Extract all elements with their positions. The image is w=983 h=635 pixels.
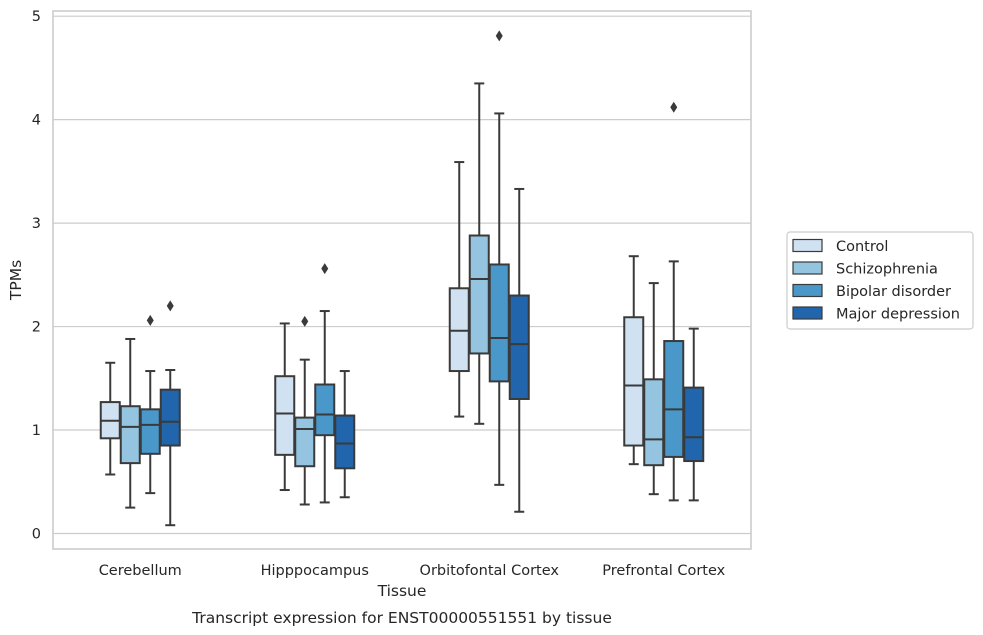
box-body <box>119 405 141 465</box>
box-2-0 <box>448 161 470 418</box>
box-0-1 <box>119 337 141 509</box>
outlier-point <box>301 315 309 327</box>
x-axis-label: Tissue <box>377 582 427 600</box>
x-tick-label-2: Orbitofontal Cortex <box>420 563 560 579</box>
legend-label-1: Schizophrenia <box>836 262 938 278</box>
box-body <box>508 294 530 400</box>
legend-swatch-3 <box>792 306 823 320</box>
box-body <box>623 316 645 447</box>
outlier-point <box>166 300 174 312</box>
box-body <box>334 414 356 470</box>
box-1-3 <box>334 370 356 499</box>
box-body <box>314 383 336 437</box>
legend-label-3: Major depression <box>836 307 960 323</box>
x-tick-label-0: Cerebellum <box>99 563 182 579</box>
y-tick-label-3: 3 <box>32 216 41 232</box>
legend-label-0: Control <box>836 239 888 255</box>
box-body <box>139 408 161 455</box>
y-tick-label-5: 5 <box>32 9 41 25</box>
legend-swatch-1 <box>792 261 823 275</box>
box-0-0 <box>99 361 121 476</box>
plot-frame <box>52 10 752 550</box>
y-tick-label-2: 2 <box>32 320 41 336</box>
box-1-1 <box>294 315 316 506</box>
box-3-2 <box>663 101 685 502</box>
box-2-1 <box>468 82 490 425</box>
outlier-point <box>321 263 329 275</box>
box-body <box>274 375 296 456</box>
box-1-0 <box>274 322 296 492</box>
y-tick-label-0: 0 <box>32 526 41 542</box>
legend-label-2: Bipolar disorder <box>836 284 951 300</box>
boxes-layer <box>99 30 705 527</box>
y-axis-label: TPMs <box>7 260 25 301</box>
y-tick-labels: 0 1 2 3 4 5 <box>32 9 41 542</box>
box-body <box>294 416 316 468</box>
box-2-3 <box>508 187 530 513</box>
box-2-2 <box>488 30 510 486</box>
outlier-point <box>146 314 154 326</box>
x-tick-labels: Cerebellum Hipppocampus Orbitofontal Corte… <box>99 563 726 579</box>
y-tick-label-4: 4 <box>32 113 41 129</box>
box-body <box>643 378 665 467</box>
x-tick-label-3: Prefrontal Cortex <box>602 563 725 579</box>
outlier-point <box>495 30 503 42</box>
legend-swatch-2 <box>792 283 823 298</box>
box-3-1 <box>643 282 665 496</box>
box-body <box>663 340 685 458</box>
chart-caption: Transcript expression for ENST0000055155… <box>191 609 612 627</box>
box-0-3 <box>159 300 181 527</box>
box-3-0 <box>623 255 645 466</box>
legend-swatch-0 <box>792 238 823 253</box>
x-tick-label-1: Hipppocampus <box>261 563 369 579</box>
y-tick-label-1: 1 <box>32 423 41 439</box>
box-0-2 <box>139 314 161 495</box>
outlier-point <box>670 101 678 113</box>
box-body <box>468 234 490 355</box>
box-1-2 <box>314 263 336 504</box>
box-body <box>448 287 470 373</box>
box-3-3 <box>683 327 705 502</box>
box-body <box>488 263 510 383</box>
legend-items: Control Schizophrenia Bipolar disorder Majo… <box>792 238 960 323</box>
legend-frame <box>786 231 974 330</box>
box-body <box>159 388 181 447</box>
box-body <box>683 386 705 463</box>
legend: Control Schizophrenia Bipolar disorder Majo… <box>786 231 974 330</box>
